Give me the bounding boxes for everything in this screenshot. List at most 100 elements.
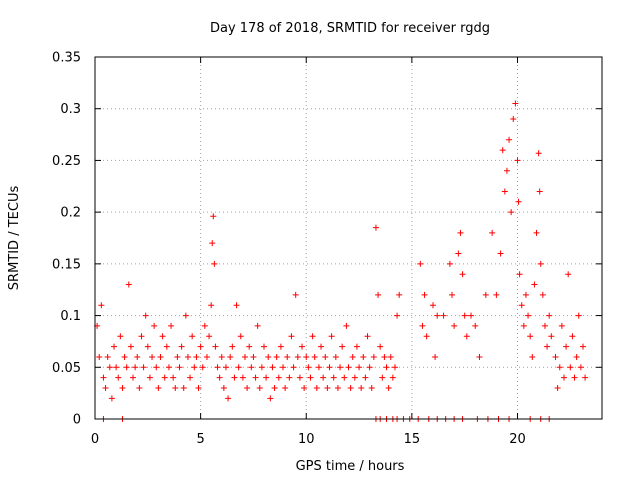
data-point (222, 364, 229, 371)
data-point (311, 353, 318, 360)
data-point (430, 302, 436, 309)
data-point (284, 353, 291, 360)
data-point (299, 343, 306, 350)
data-point (280, 364, 287, 371)
data-point (533, 229, 540, 236)
data-point (516, 271, 523, 278)
data-points (94, 100, 589, 422)
data-point (117, 333, 124, 340)
x-tick-label: 5 (196, 432, 204, 447)
data-point (187, 374, 194, 381)
data-point (212, 343, 219, 350)
data-point (560, 374, 567, 381)
data-point (225, 395, 232, 402)
data-point (220, 384, 227, 391)
data-point (531, 281, 538, 288)
data-point (168, 322, 175, 329)
data-point (277, 343, 284, 350)
data-point (301, 384, 308, 391)
data-point (203, 353, 210, 360)
data-point (244, 384, 251, 391)
data-point (290, 364, 297, 371)
data-point (125, 281, 132, 288)
data-point (387, 353, 394, 360)
data-point (515, 198, 522, 205)
y-tick-label: 0.25 (52, 154, 81, 169)
data-point (98, 302, 105, 309)
data-point (211, 260, 218, 267)
data-point (356, 364, 363, 371)
data-point (170, 374, 177, 381)
x-tick-label: 0 (91, 432, 99, 447)
data-point (334, 384, 341, 391)
x-tick-label: 20 (509, 432, 526, 447)
data-point (501, 188, 508, 195)
data-point (341, 374, 348, 381)
data-point (370, 353, 377, 360)
data-point (575, 312, 582, 319)
data-point (195, 384, 202, 391)
y-tick-label: 0.35 (52, 51, 81, 66)
data-point (108, 395, 115, 402)
data-point (246, 343, 253, 350)
data-point (554, 384, 561, 391)
data-point (163, 343, 170, 350)
data-point (556, 364, 563, 371)
data-point (349, 353, 356, 360)
data-point (372, 224, 379, 231)
data-point (237, 333, 244, 340)
data-point (569, 333, 576, 340)
data-point (288, 333, 295, 340)
data-point (157, 353, 164, 360)
data-point (510, 116, 517, 123)
data-point (132, 364, 139, 371)
data-point (250, 353, 257, 360)
data-point (130, 374, 137, 381)
data-point (455, 250, 462, 257)
data-point (258, 364, 265, 371)
data-point (102, 384, 109, 391)
x-tick-label: 10 (298, 432, 315, 447)
data-point (508, 209, 515, 216)
data-point (165, 364, 172, 371)
data-point (322, 353, 329, 360)
data-point (115, 374, 122, 381)
data-point (121, 353, 128, 360)
data-point (539, 291, 546, 298)
data-point (178, 343, 185, 350)
data-point (146, 374, 153, 381)
data-point (366, 364, 373, 371)
data-point (153, 364, 160, 371)
plot-frame (94, 56, 603, 420)
data-point (332, 353, 339, 360)
data-point (457, 229, 464, 236)
data-point (381, 353, 388, 360)
data-point (476, 353, 483, 360)
data-point (248, 364, 255, 371)
chart-title: Day 178 of 2018, SRMTID for receiver rgd… (210, 21, 490, 36)
data-point (263, 374, 270, 381)
data-point (309, 333, 316, 340)
data-point (273, 353, 280, 360)
y-tick-label: 0.3 (60, 102, 81, 117)
data-point (328, 333, 335, 340)
data-point (353, 343, 360, 350)
data-point (558, 322, 565, 329)
data-point (506, 136, 513, 143)
data-point (318, 343, 325, 350)
data-point (567, 364, 574, 371)
data-point (144, 343, 151, 350)
data-point (514, 157, 521, 164)
data-point (252, 374, 259, 381)
data-point (324, 384, 331, 391)
y-tick-label: 0.1 (60, 309, 81, 324)
data-point (151, 322, 158, 329)
data-point (113, 364, 120, 371)
data-point (111, 343, 118, 350)
data-point (482, 291, 489, 298)
data-point (206, 333, 213, 340)
data-point (269, 364, 276, 371)
data-point (552, 353, 559, 360)
data-point (396, 291, 403, 298)
